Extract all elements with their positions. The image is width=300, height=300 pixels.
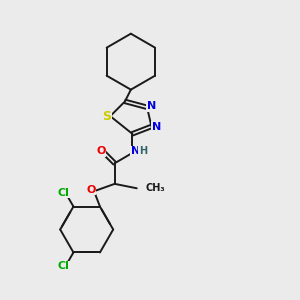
Text: S: S: [102, 110, 111, 123]
Text: Cl: Cl: [58, 188, 70, 197]
Text: N: N: [152, 122, 161, 132]
Text: N: N: [131, 146, 140, 157]
Text: O: O: [96, 146, 106, 156]
Text: N: N: [147, 101, 156, 111]
Text: CH₃: CH₃: [146, 183, 165, 193]
Text: Cl: Cl: [58, 262, 70, 272]
Text: H: H: [139, 146, 147, 157]
Text: O: O: [86, 185, 96, 195]
